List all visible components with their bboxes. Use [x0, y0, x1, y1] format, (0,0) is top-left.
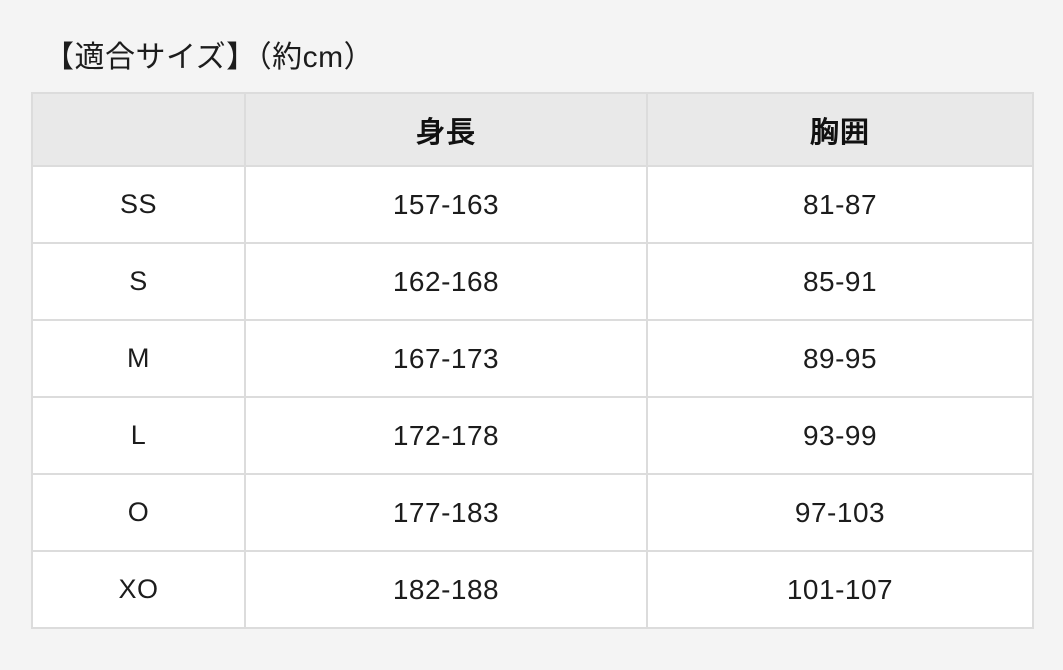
size-table: 身長 胸囲 SS 157-163 81-87 S 162-168 85-91 M…: [31, 92, 1034, 629]
table-row: SS 157-163 81-87: [31, 165, 1034, 244]
cell-height: 177-183: [244, 473, 648, 552]
size-table-container: 身長 胸囲 SS 157-163 81-87 S 162-168 85-91 M…: [31, 92, 1034, 629]
cell-size: M: [31, 319, 246, 398]
cell-height: 182-188: [244, 550, 648, 629]
table-header: 身長 胸囲: [31, 92, 1034, 167]
table-row: O 177-183 97-103: [31, 473, 1034, 552]
table-body: SS 157-163 81-87 S 162-168 85-91 M 167-1…: [31, 165, 1034, 629]
cell-chest: 101-107: [646, 550, 1034, 629]
cell-size: SS: [31, 165, 246, 244]
cell-chest: 81-87: [646, 165, 1034, 244]
table-row: M 167-173 89-95: [31, 319, 1034, 398]
cell-chest: 93-99: [646, 396, 1034, 475]
table-row: L 172-178 93-99: [31, 396, 1034, 475]
cell-height: 172-178: [244, 396, 648, 475]
table-row: S 162-168 85-91: [31, 242, 1034, 321]
table-row: XO 182-188 101-107: [31, 550, 1034, 629]
cell-size: XO: [31, 550, 246, 629]
column-header-chest: 胸囲: [646, 92, 1034, 167]
page-title: 【適合サイズ】（約cm）: [44, 41, 375, 74]
cell-height: 157-163: [244, 165, 648, 244]
cell-height: 167-173: [244, 319, 648, 398]
cell-chest: 85-91: [646, 242, 1034, 321]
cell-height: 162-168: [244, 242, 648, 321]
cell-size: O: [31, 473, 246, 552]
table-header-row: 身長 胸囲: [31, 92, 1034, 167]
cell-chest: 89-95: [646, 319, 1034, 398]
cell-size: L: [31, 396, 246, 475]
cell-size: S: [31, 242, 246, 321]
column-header-size: [31, 92, 246, 167]
cell-chest: 97-103: [646, 473, 1034, 552]
column-header-height: 身長: [244, 92, 648, 167]
